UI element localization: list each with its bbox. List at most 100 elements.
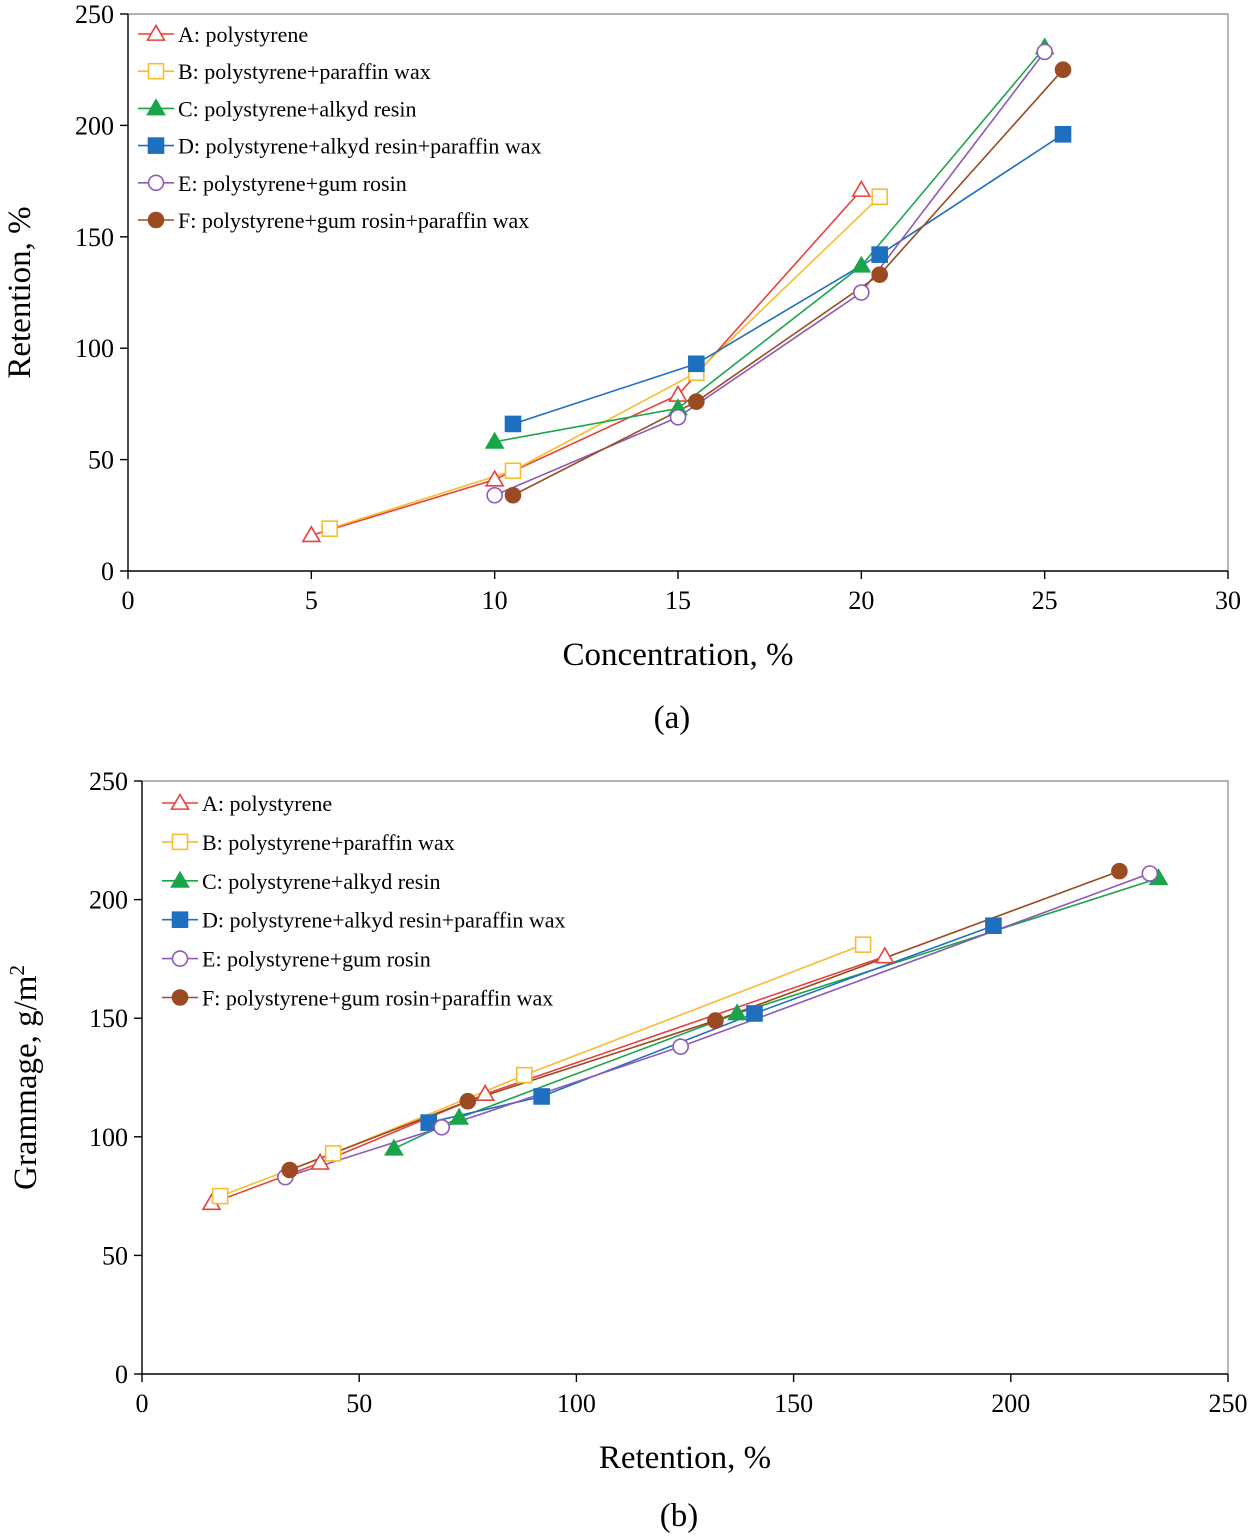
chart-b-point-b [854,936,872,953]
chart-b-legend-label: D: polystyrene+alkyd resin+paraffin wax [202,908,565,933]
chart-b-point-d [746,1005,763,1022]
chart-b-legend-label: F: polystyrene+gum rosin+paraffin wax [202,986,553,1011]
chart-a-legend-marker [146,98,166,116]
chart-b-point-f [1111,862,1128,880]
chart-a-point-e [669,408,687,426]
chart-a-point-b [504,462,522,480]
chart-b-series-line-b [219,943,864,1197]
chart-b-legend-label: B: polystyrene+paraffin wax [202,830,455,855]
chart-a-point-b [871,188,888,205]
chart-a-legend-label: B: polystyrene+paraffin wax [178,59,431,84]
chart-a-legend-label: E: polystyrene+gum rosin [178,171,407,196]
chart-b-point-a [475,1084,496,1102]
chart-b-series-line-f [289,870,1120,1171]
chart-a-y-tick-label: 0 [101,557,114,586]
chart-b-legend-label: A: polystyrene [202,791,332,816]
chart-b-point-c [727,1003,748,1021]
chart-b: 0 50 100 150 200 250 0 50 100 150 200 250 Retention,… [5,767,1248,1534]
chart-a-point-e [486,486,503,504]
chart-a-legend-marker [147,174,165,192]
chart-a-legend-marker [147,62,165,80]
chart-a-legend-label: C: polystyrene+alkyd resin [178,96,416,121]
chart-b-series-line-c [393,877,1159,1150]
chart-a-point-d [504,415,522,433]
chart-b-point-a [874,946,895,964]
chart-a-point-a [301,525,322,543]
chart-a-point-a [484,469,505,487]
chart-b-legend-label: C: polystyrene+alkyd resin [202,869,440,894]
chart-b-point-e [672,1038,689,1055]
chart-a-x-tick-label: 25 [1032,586,1058,615]
chart-b-point-d [985,917,1002,934]
chart-b-y-axis-title-superscript: 2 [5,965,29,976]
chart-a-point-a [851,179,872,197]
chart-a-y-tick-label: 50 [88,446,114,475]
chart-a: 0 5 10 15 20 25 30 0 50 100 150 200 250 Concentration… [2,0,1241,736]
chart-b-plot-frame [142,780,1229,1374]
chart-a-legend-label: A: polystyrene [178,22,308,47]
chart-a-legend-label: D: polystyrene+alkyd resin+paraffin wax [178,134,541,159]
chart-a-series-line-b [329,196,881,530]
chart-b-series-line-e [285,872,1151,1178]
chart-a-caption: (a) [654,700,691,736]
chart-a-plot-frame [128,13,1229,571]
chart-b-point-b [211,1187,229,1205]
chart-b-y-tick-label: 0 [115,1360,128,1389]
chart-b-y-tick-label: 50 [102,1241,128,1270]
chart-b-legend-marker [171,989,189,1006]
chart-b-point-f [281,1161,298,1179]
chart-a-x-tick-label: 20 [848,586,874,615]
chart-b-y-tick-label: 250 [89,767,128,796]
chart-a-x-tick-label: 0 [122,586,135,615]
chart-a-point-c [851,255,872,273]
chart-a-point-d [688,355,705,373]
chart-a-point-b [321,520,338,537]
chart-a-series-line-d [512,133,1064,425]
chart-b-y-tick-label: 200 [89,886,128,915]
chart-a-legend-label: F: polystyrene+gum rosin+paraffin wax [178,208,529,233]
chart-a-y-axis-title: Retention, % [2,206,38,378]
chart-a-point-c [484,431,505,449]
chart-a-point-f [688,393,705,410]
chart-a-legend-marker [147,211,165,229]
chart-a-point-f [504,486,522,504]
chart-a-point-e [1036,43,1053,61]
chart-b-x-tick-label: 0 [136,1389,149,1418]
chart-b-point-f [707,1012,724,1029]
chart-a-series-line-e [494,51,1046,496]
chart-a-point-f [871,266,888,283]
chart-b-x-tick-label: 200 [991,1389,1030,1418]
chart-b-legend-marker [171,911,189,929]
chart-b-y-tick-label: 100 [89,1123,128,1152]
chart-b-legend-marker [170,870,190,888]
chart-a-point-d [871,246,888,263]
chart-a-series-line-a [311,189,862,537]
chart-b-series-line-d [428,924,994,1124]
chart-b-point-a [310,1152,330,1170]
chart-b-legend-label: E: polystyrene+gum rosin [202,947,431,972]
chart-b-point-e [1141,865,1159,882]
chart-b-point-f [459,1092,477,1110]
chart-b-point-b [324,1145,342,1162]
chart-b-y-tick-label: 150 [89,1004,128,1033]
chart-a-point-e [853,284,870,301]
chart-b-point-b [515,1066,533,1084]
chart-b-point-c [449,1107,470,1125]
chart-a-x-tick-label: 30 [1215,586,1241,615]
chart-a-x-tick-label: 10 [482,586,508,615]
chart-b-caption: (b) [660,1498,698,1534]
chart-b-legend-marker [171,833,189,851]
chart-a-legend-marker [147,137,165,154]
chart-a-point-f [1054,61,1072,78]
chart-b-x-tick-label: 250 [1209,1389,1248,1418]
chart-b-legend-marker [170,792,190,810]
chart-a-y-tick-label: 200 [75,111,114,140]
chart-b-point-c [384,1138,404,1156]
chart-b-x-axis-title: Retention, % [599,1440,771,1476]
chart-a-point-d [1054,126,1072,143]
chart-b-x-tick-label: 50 [346,1389,372,1418]
chart-a-y-tick-label: 100 [75,334,114,363]
chart-a-x-axis-title: Concentration, % [563,637,794,673]
chart-a-x-tick-label: 15 [665,586,691,615]
